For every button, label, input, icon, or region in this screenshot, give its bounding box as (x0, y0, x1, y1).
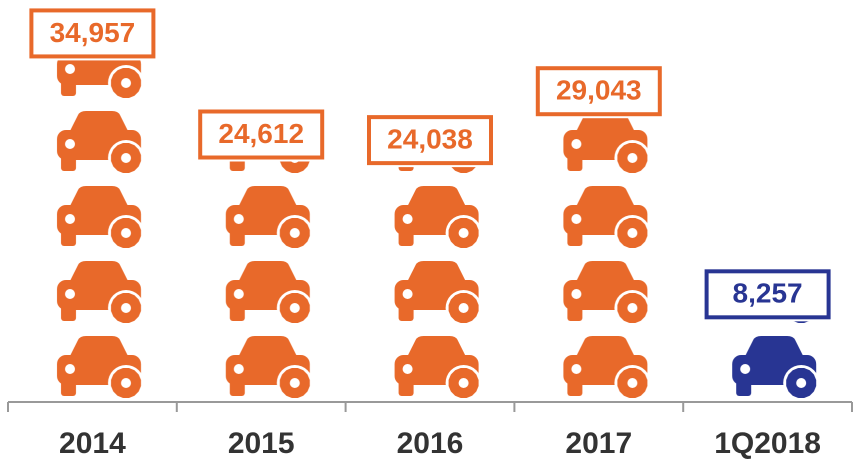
x-tick-label: 2017 (565, 427, 632, 460)
x-tick-label: 2014 (59, 427, 126, 460)
value-label-box (535, 66, 662, 117)
value-label-box (367, 115, 493, 166)
pictograph-bar (514, 118, 684, 402)
value-label-box (29, 8, 156, 59)
x-tick-label: 2016 (397, 427, 464, 460)
value-label-box (198, 109, 325, 160)
value-label: 8,257 (733, 278, 803, 309)
pictograph-bar (8, 60, 177, 403)
value-label-box (704, 269, 831, 320)
value-label: 34,957 (50, 17, 136, 48)
value-label: 24,612 (218, 118, 304, 149)
pictograph-bar (176, 161, 346, 402)
value-label: 29,043 (556, 75, 642, 106)
pictograph-bar (345, 167, 515, 402)
x-tick-label: 1Q2018 (714, 427, 821, 460)
pictograph-bar (683, 321, 852, 402)
value-label: 24,038 (387, 124, 473, 155)
x-tick-label: 2015 (228, 427, 295, 460)
